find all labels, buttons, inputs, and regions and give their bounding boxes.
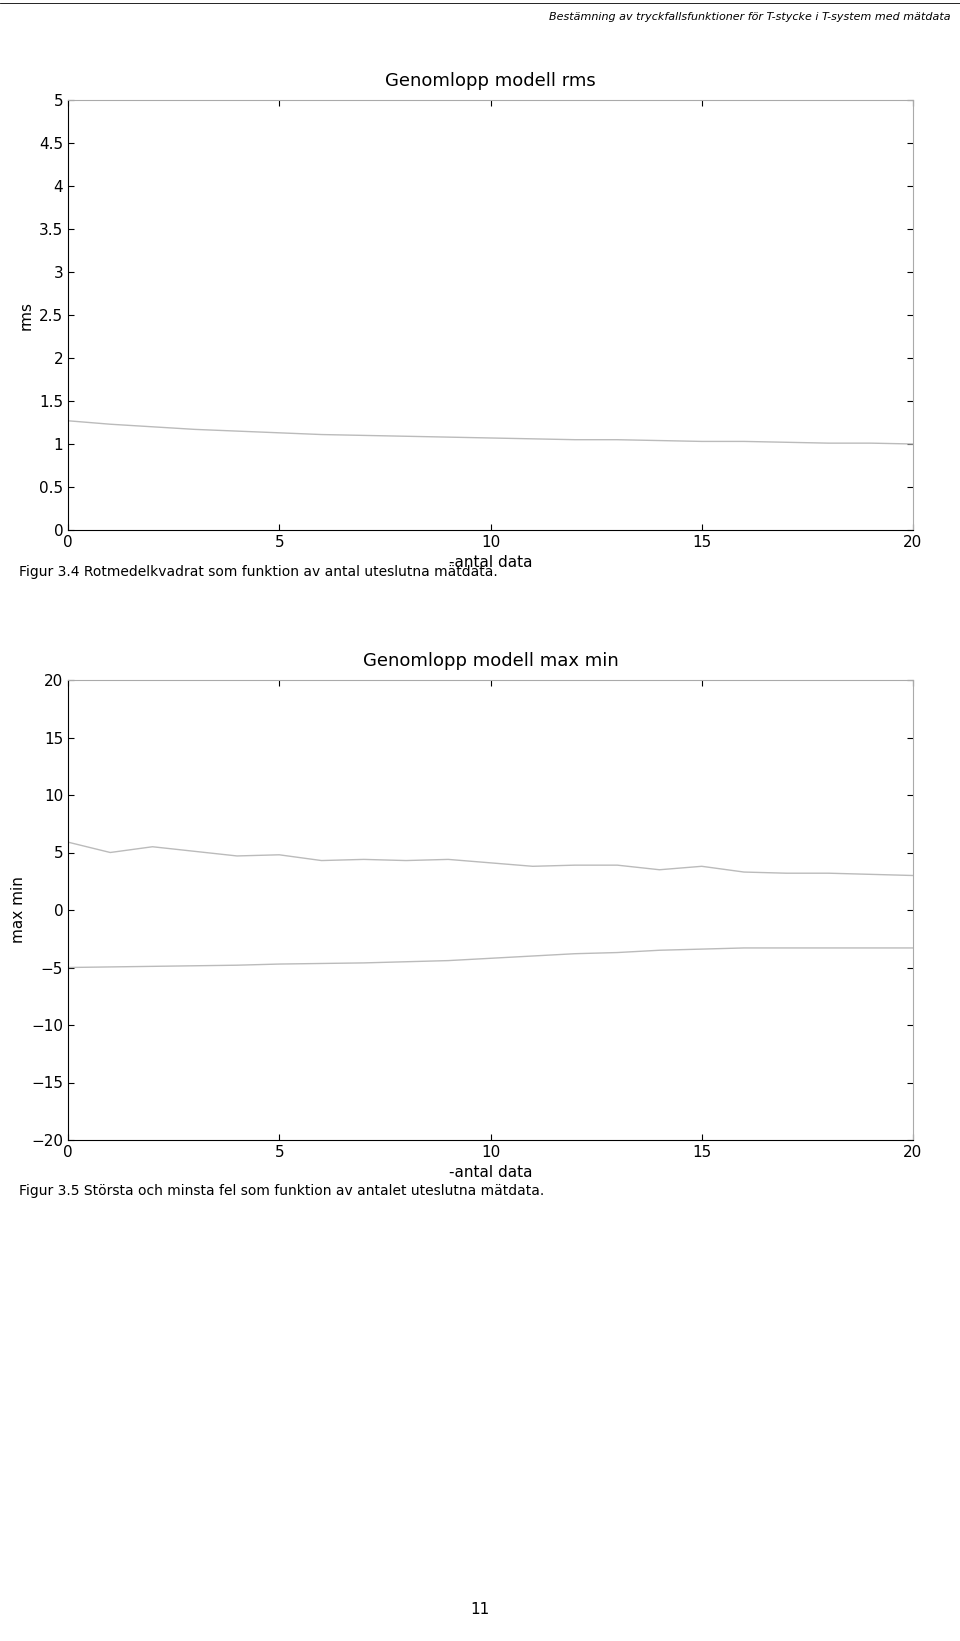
Text: Figur 3.4 Rotmedelkvadrat som funktion av antal uteslutna mätdata.: Figur 3.4 Rotmedelkvadrat som funktion a…: [19, 565, 498, 579]
X-axis label: -antal data: -antal data: [448, 1165, 532, 1180]
Y-axis label: max min: max min: [11, 876, 26, 944]
Text: Figur 3.5 Största och minsta fel som funktion av antalet uteslutna mätdata.: Figur 3.5 Största och minsta fel som fun…: [19, 1185, 544, 1198]
X-axis label: -antal data: -antal data: [448, 555, 532, 571]
Title: Genomlopp modell rms: Genomlopp modell rms: [385, 72, 596, 90]
Y-axis label: rms: rms: [18, 300, 34, 330]
Text: 11: 11: [470, 1603, 490, 1618]
Title: Genomlopp modell max min: Genomlopp modell max min: [363, 651, 618, 670]
Text: Bestämning av tryckfallsfunktioner för T-stycke i T-system med mätdata: Bestämning av tryckfallsfunktioner för T…: [549, 13, 950, 23]
